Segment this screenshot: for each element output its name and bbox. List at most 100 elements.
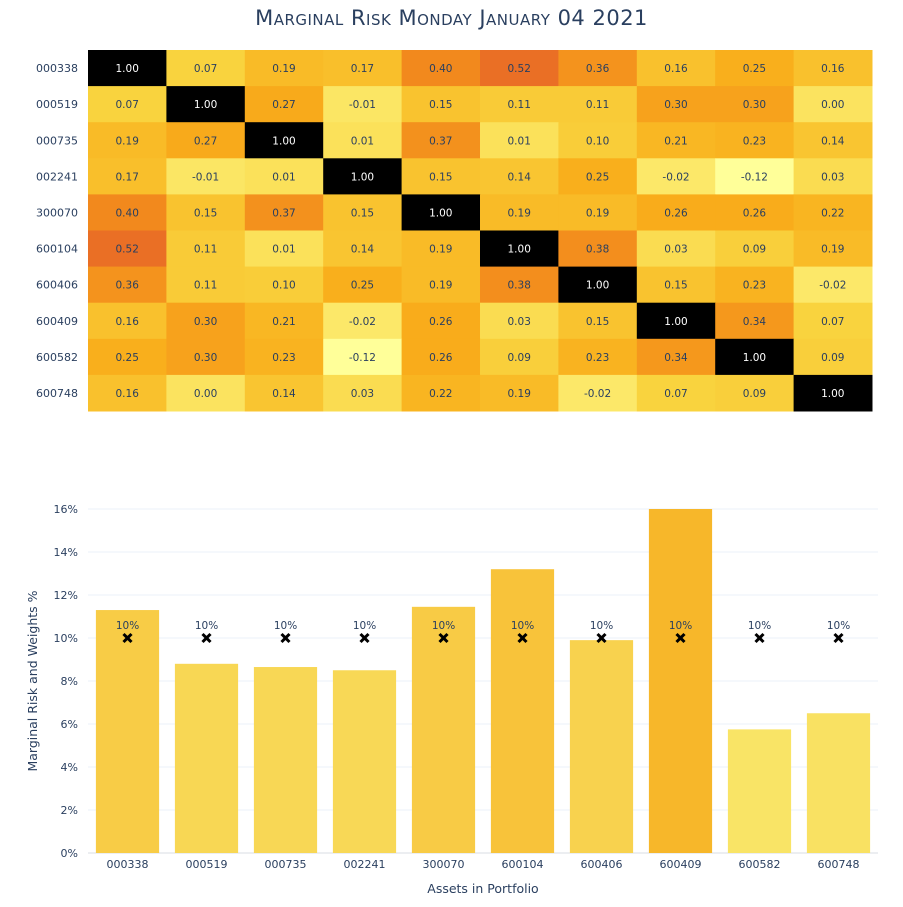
heatmap-cell-label: 0.07 bbox=[194, 63, 217, 75]
heatmap-cell-label: 0.37 bbox=[429, 135, 452, 147]
weight-marker bbox=[833, 632, 844, 644]
heatmap-cell bbox=[793, 338, 873, 376]
heatmap-row-label: 000338 bbox=[36, 62, 78, 75]
heatmap-cell bbox=[323, 230, 403, 268]
risk-bar bbox=[411, 606, 476, 853]
weight-label: 10% bbox=[748, 620, 771, 632]
heatmap-cell bbox=[558, 338, 638, 376]
heatmap-cell-label: 0.36 bbox=[586, 63, 610, 75]
heatmap-cell bbox=[166, 194, 246, 231]
heatmap-cell-label: 0.19 bbox=[821, 244, 844, 256]
heatmap-row-label: 600582 bbox=[36, 351, 78, 364]
heatmap-cell-label: 0.01 bbox=[272, 244, 295, 256]
risk-bar bbox=[332, 670, 397, 853]
heatmap-cell bbox=[323, 50, 403, 87]
heatmap-cell bbox=[480, 374, 559, 412]
heatmap-cell bbox=[715, 374, 795, 412]
heatmap-cell-label: 0.30 bbox=[194, 352, 217, 364]
heatmap-cell bbox=[401, 194, 481, 231]
heatmap-cell bbox=[715, 194, 795, 231]
risk-bar bbox=[490, 569, 555, 853]
heatmap-cell bbox=[244, 302, 324, 340]
heatmap-cell bbox=[558, 86, 638, 123]
weight-marker bbox=[280, 632, 291, 644]
weight-marker bbox=[359, 632, 370, 644]
heatmap-cell-label: 0.17 bbox=[351, 63, 374, 75]
heatmap-cell bbox=[244, 194, 324, 231]
heatmap-cell bbox=[636, 230, 716, 268]
y-tick-label: 12% bbox=[54, 589, 78, 602]
heatmap-cell bbox=[323, 194, 403, 231]
heatmap-cell bbox=[558, 266, 638, 304]
heatmap-cell-label: -0.02 bbox=[349, 316, 376, 328]
heatmap-cell-label: 0.19 bbox=[429, 280, 452, 292]
heatmap-cell bbox=[715, 158, 795, 195]
heatmap-cell-label: 0.15 bbox=[194, 207, 217, 219]
heatmap-cell bbox=[401, 374, 481, 412]
risk-bar bbox=[727, 729, 792, 853]
heatmap-cell bbox=[636, 338, 716, 376]
heatmap-cell-label: 0.17 bbox=[116, 171, 139, 183]
heatmap-cell bbox=[636, 266, 716, 304]
heatmap-cell-label: 0.23 bbox=[272, 352, 295, 364]
heatmap-cell-label: 0.19 bbox=[508, 207, 531, 219]
heatmap-cell-label: 0.15 bbox=[429, 171, 452, 183]
x-axis-title: Assets in Portfolio bbox=[427, 881, 538, 896]
x-tick-label: 000338 bbox=[107, 858, 149, 871]
heatmap-cell bbox=[244, 122, 324, 159]
heatmap-cell-label: 0.11 bbox=[586, 99, 609, 111]
heatmap-cell bbox=[558, 194, 638, 231]
x-tick-label: 600409 bbox=[660, 858, 702, 871]
heatmap-cell bbox=[88, 194, 167, 231]
heatmap-cell-label: 0.25 bbox=[116, 352, 139, 364]
heatmap-cell-label: 0.01 bbox=[272, 171, 295, 183]
heatmap-cell-label: 0.00 bbox=[194, 388, 217, 400]
risk-bar bbox=[174, 663, 239, 853]
heatmap-cell-label: 0.26 bbox=[429, 352, 453, 364]
heatmap-cell bbox=[480, 266, 559, 304]
heatmap-cell bbox=[793, 122, 873, 159]
heatmap-cell-label: 0.36 bbox=[116, 280, 140, 292]
y-tick-label: 2% bbox=[61, 804, 78, 817]
heatmap-cell bbox=[558, 230, 638, 268]
heatmap-cell bbox=[323, 86, 403, 123]
risk-bar bbox=[253, 667, 318, 853]
x-tick-label: 000735 bbox=[265, 858, 307, 871]
heatmap-cell bbox=[166, 302, 246, 340]
heatmap-cell-label: -0.01 bbox=[349, 99, 376, 111]
heatmap-row-label: 002241 bbox=[36, 170, 78, 183]
heatmap-cell-label: 0.34 bbox=[743, 316, 767, 328]
heatmap-cell-label: 0.14 bbox=[272, 388, 296, 400]
heatmap-cell-label: 0.30 bbox=[664, 99, 687, 111]
heatmap-cell-label: 0.26 bbox=[743, 207, 767, 219]
heatmap-cell-label: 1.00 bbox=[664, 316, 687, 328]
heatmap-cell-label: 0.27 bbox=[194, 135, 217, 147]
heatmap-cell bbox=[558, 122, 638, 159]
heatmap-cell bbox=[323, 266, 403, 304]
heatmap-row-label: 300070 bbox=[36, 206, 78, 219]
heatmap-cell bbox=[558, 158, 638, 195]
heatmap-cell bbox=[166, 266, 246, 304]
heatmap-cell bbox=[793, 86, 873, 123]
heatmap-cell-label: 0.25 bbox=[351, 280, 374, 292]
heatmap-cell bbox=[88, 158, 167, 195]
heatmap-cell-label: 1.00 bbox=[272, 135, 295, 147]
heatmap-cell-label: 0.37 bbox=[272, 207, 295, 219]
heatmap-cell-label: 0.11 bbox=[194, 280, 217, 292]
heatmap-cell bbox=[401, 158, 481, 195]
heatmap-cell bbox=[244, 338, 324, 376]
y-tick-label: 8% bbox=[61, 675, 78, 688]
heatmap-cell-label: 0.09 bbox=[743, 388, 766, 400]
heatmap-cell bbox=[244, 374, 324, 412]
weight-label: 10% bbox=[353, 620, 376, 632]
heatmap-cell-label: 1.00 bbox=[743, 352, 766, 364]
heatmap-cell bbox=[244, 86, 324, 123]
heatmap-cell-label: 0.16 bbox=[664, 63, 688, 75]
heatmap-cell-label: 0.10 bbox=[586, 135, 609, 147]
heatmap-cell bbox=[636, 158, 716, 195]
heatmap-cell bbox=[244, 50, 324, 87]
heatmap-cell-label: 1.00 bbox=[194, 99, 217, 111]
heatmap-cell-label: 0.15 bbox=[586, 316, 609, 328]
heatmap-cell-label: 0.16 bbox=[821, 63, 845, 75]
heatmap-cell-label: 0.11 bbox=[194, 244, 217, 256]
